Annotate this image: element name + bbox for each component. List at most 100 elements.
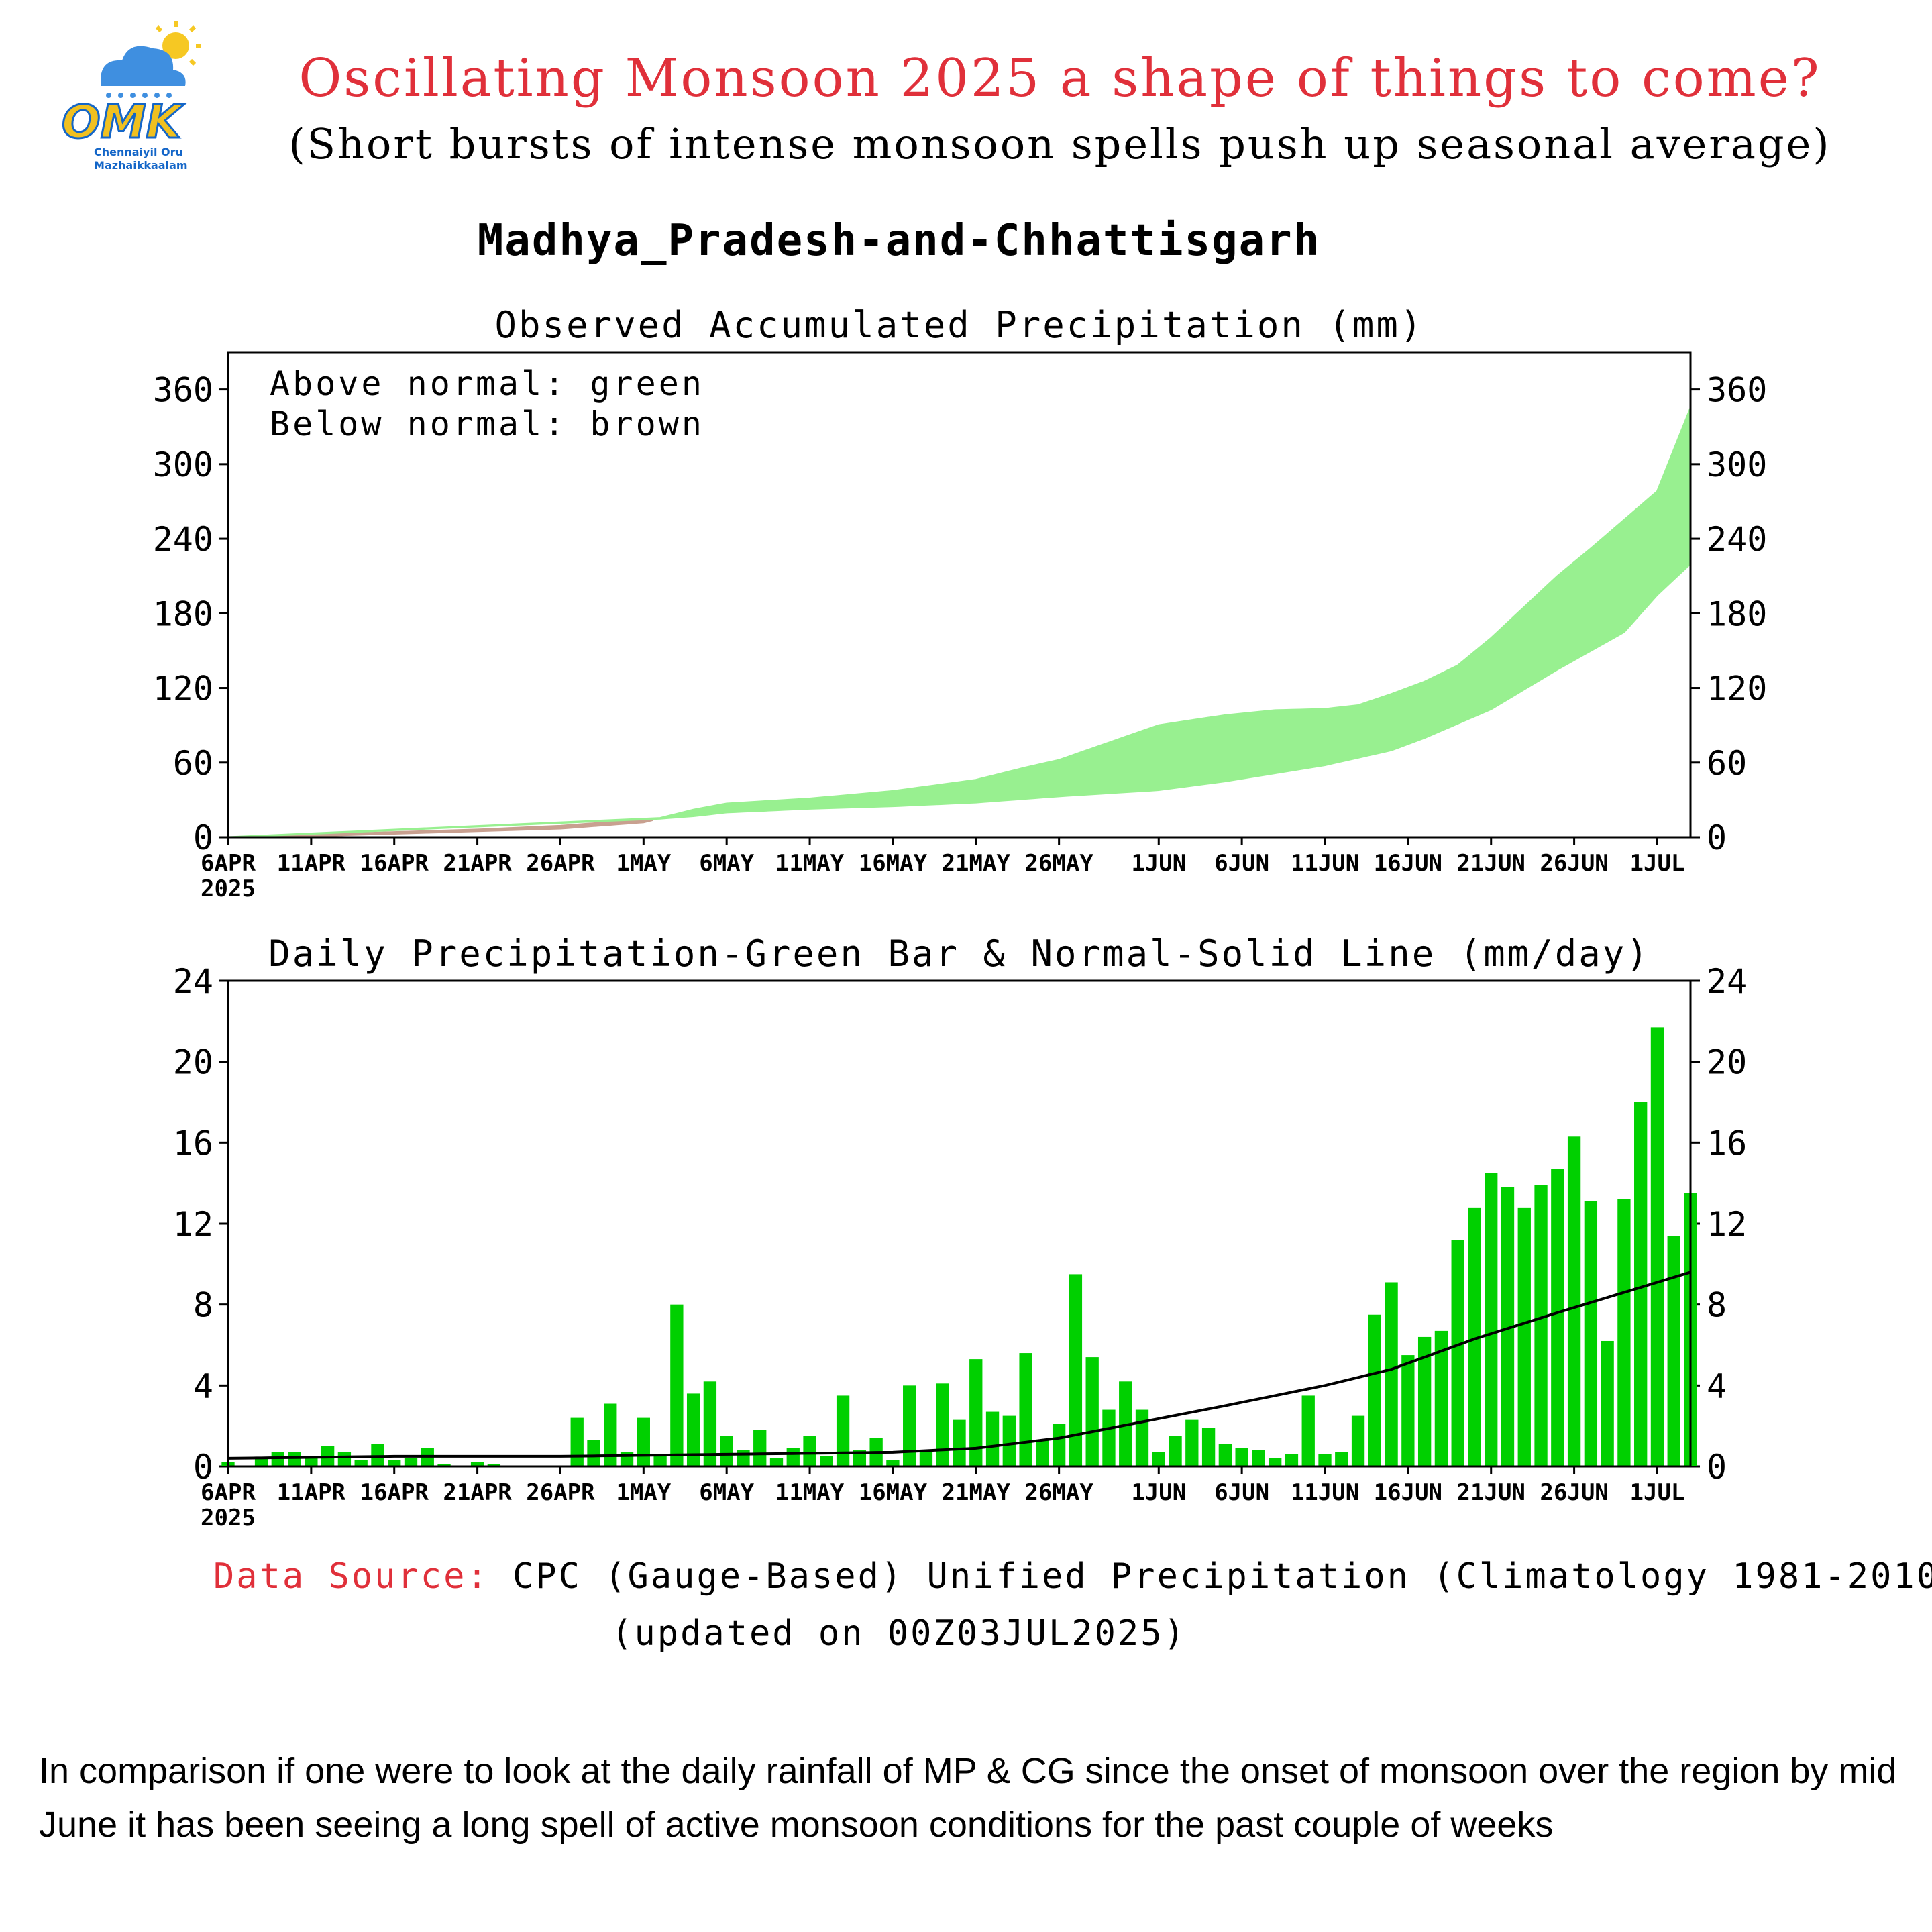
x-year-label: 2025 bbox=[201, 875, 256, 902]
y-tick-label-right: 20 bbox=[1707, 1043, 1747, 1082]
x-tick-label: 1MAY bbox=[616, 1479, 671, 1506]
x-tick-label: 16JUN bbox=[1374, 1479, 1442, 1506]
y-tick-label-left: 0 bbox=[193, 818, 213, 857]
daily-bar bbox=[919, 1452, 933, 1466]
daily-bar bbox=[1368, 1314, 1381, 1466]
daily-bar bbox=[1650, 1027, 1664, 1466]
x-tick-label: 11APR bbox=[277, 850, 346, 877]
omk-logo: OMK Chennaiyil Oru Mazhaikkaalam bbox=[47, 20, 201, 188]
daily-bar bbox=[753, 1430, 767, 1466]
x-tick-label: 6JUN bbox=[1214, 850, 1269, 877]
above-normal-area bbox=[227, 407, 1692, 839]
page-title: Oscillating Monsoon 2025 a shape of thin… bbox=[299, 48, 1821, 109]
y-tick-label-left: 4 bbox=[193, 1366, 213, 1405]
x-tick-label: 26MAY bbox=[1024, 850, 1093, 877]
daily-bar bbox=[803, 1436, 816, 1466]
y-tick-label-left: 12 bbox=[173, 1205, 213, 1244]
daily-bar bbox=[305, 1458, 318, 1466]
x-tick-label: 1JUN bbox=[1131, 1479, 1186, 1506]
daily-bar bbox=[969, 1359, 983, 1466]
daily-bar bbox=[886, 1460, 900, 1466]
x-tick-label: 21APR bbox=[443, 850, 512, 877]
logo-sun bbox=[162, 32, 189, 59]
x-tick-label: 11MAY bbox=[775, 1479, 845, 1506]
x-tick-label: 1JUL bbox=[1630, 850, 1685, 877]
daily-bar bbox=[487, 1464, 501, 1466]
page-subtitle: (Short bursts of intense monsoon spells … bbox=[288, 119, 1831, 168]
daily-bar bbox=[1351, 1415, 1365, 1466]
daily-bar bbox=[1551, 1169, 1564, 1466]
daily-bar bbox=[1135, 1409, 1149, 1466]
x-tick-label: 21MAY bbox=[942, 1479, 1011, 1506]
x-tick-label: 21JUN bbox=[1457, 1479, 1525, 1506]
daily-bar bbox=[1169, 1436, 1182, 1466]
daily-bar bbox=[1601, 1340, 1614, 1466]
daily-bar bbox=[404, 1458, 418, 1466]
daily-bar bbox=[1285, 1454, 1299, 1466]
daily-bar bbox=[1401, 1355, 1415, 1466]
y-tick-label-left: 0 bbox=[193, 1448, 213, 1487]
x-tick-label: 21APR bbox=[443, 1479, 512, 1506]
daily-bar bbox=[1451, 1240, 1464, 1466]
y-tick-label-left: 24 bbox=[173, 962, 213, 1001]
plot-frame bbox=[227, 979, 1692, 1468]
updated-timestamp: (updated on 00Z03JUL2025) bbox=[611, 1613, 1187, 1654]
daily-bar bbox=[686, 1393, 700, 1466]
daily-bar bbox=[470, 1462, 484, 1466]
x-tick-label: 6MAY bbox=[699, 850, 754, 877]
daily-bar bbox=[853, 1450, 867, 1466]
x-year-label: 2025 bbox=[201, 1505, 256, 1532]
y-tick-label-left: 16 bbox=[173, 1124, 213, 1163]
accumulated-precip-chart: Observed Accumulated Precipitation (mm) 0… bbox=[153, 304, 1768, 902]
daily-bar bbox=[903, 1385, 916, 1466]
daily-bar bbox=[836, 1395, 850, 1466]
daily-bar bbox=[587, 1440, 600, 1466]
daily-bar bbox=[271, 1452, 284, 1466]
daily-bar bbox=[1036, 1440, 1049, 1466]
y-tick-label-left: 360 bbox=[153, 371, 213, 410]
y-tick-label-right: 24 bbox=[1707, 962, 1747, 1001]
y-tick-label-left: 240 bbox=[153, 520, 213, 559]
y-tick-label-left: 8 bbox=[193, 1286, 213, 1325]
x-tick-label: 11JUN bbox=[1291, 1479, 1359, 1506]
chart-title: Daily Precipitation-Green Bar & Normal-S… bbox=[268, 932, 1650, 975]
daily-bar bbox=[820, 1456, 833, 1466]
x-tick-label: 6JUN bbox=[1214, 1479, 1269, 1506]
daily-bar bbox=[1617, 1199, 1631, 1466]
daily-bar bbox=[1102, 1409, 1116, 1466]
daily-bar bbox=[1201, 1428, 1216, 1466]
daily-bar bbox=[1468, 1207, 1481, 1466]
daily-bar bbox=[1584, 1201, 1598, 1466]
daily-bar bbox=[1252, 1450, 1265, 1466]
x-tick-label: 16JUN bbox=[1374, 850, 1442, 877]
daily-bar bbox=[1269, 1458, 1282, 1466]
daily-bar bbox=[936, 1383, 949, 1466]
daily-bar bbox=[1534, 1185, 1548, 1466]
x-tick-label: 11MAY bbox=[775, 850, 845, 877]
daily-bar bbox=[1567, 1136, 1581, 1466]
daily-bar bbox=[1085, 1357, 1099, 1466]
logo-tagline-1: Chennaiyil Oru bbox=[94, 146, 183, 158]
daily-bar bbox=[388, 1460, 401, 1466]
x-tick-label: 6MAY bbox=[699, 1479, 754, 1506]
y-tick-label-right: 360 bbox=[1707, 371, 1767, 410]
daily-bar bbox=[1019, 1353, 1032, 1466]
y-tick-label-left: 120 bbox=[153, 669, 213, 708]
y-tick-label-right: 0 bbox=[1707, 1448, 1727, 1487]
daily-bar bbox=[1385, 1282, 1398, 1466]
daily-bar bbox=[953, 1419, 966, 1466]
daily-bar bbox=[337, 1452, 352, 1466]
y-tick-label-right: 240 bbox=[1707, 520, 1767, 559]
x-tick-label: 16MAY bbox=[859, 850, 928, 877]
daily-bar bbox=[354, 1460, 368, 1466]
legend-line: Below normal: brown bbox=[270, 405, 704, 443]
daily-bar bbox=[670, 1304, 684, 1466]
data-source-line: Data Source: CPC (Gauge-Based) Unified P… bbox=[213, 1556, 1932, 1597]
y-tick-label-left: 20 bbox=[173, 1043, 213, 1082]
daily-precip-chart: Daily Precipitation-Green Bar & Normal-S… bbox=[173, 932, 1747, 1532]
data-source-text: CPC (Gauge-Based) Unified Precipitation … bbox=[513, 1556, 1932, 1597]
x-tick-label: 26APR bbox=[526, 1479, 595, 1506]
y-tick-label-left: 180 bbox=[153, 594, 213, 633]
x-tick-label: 21MAY bbox=[942, 850, 1011, 877]
daily-bar bbox=[1235, 1448, 1248, 1466]
